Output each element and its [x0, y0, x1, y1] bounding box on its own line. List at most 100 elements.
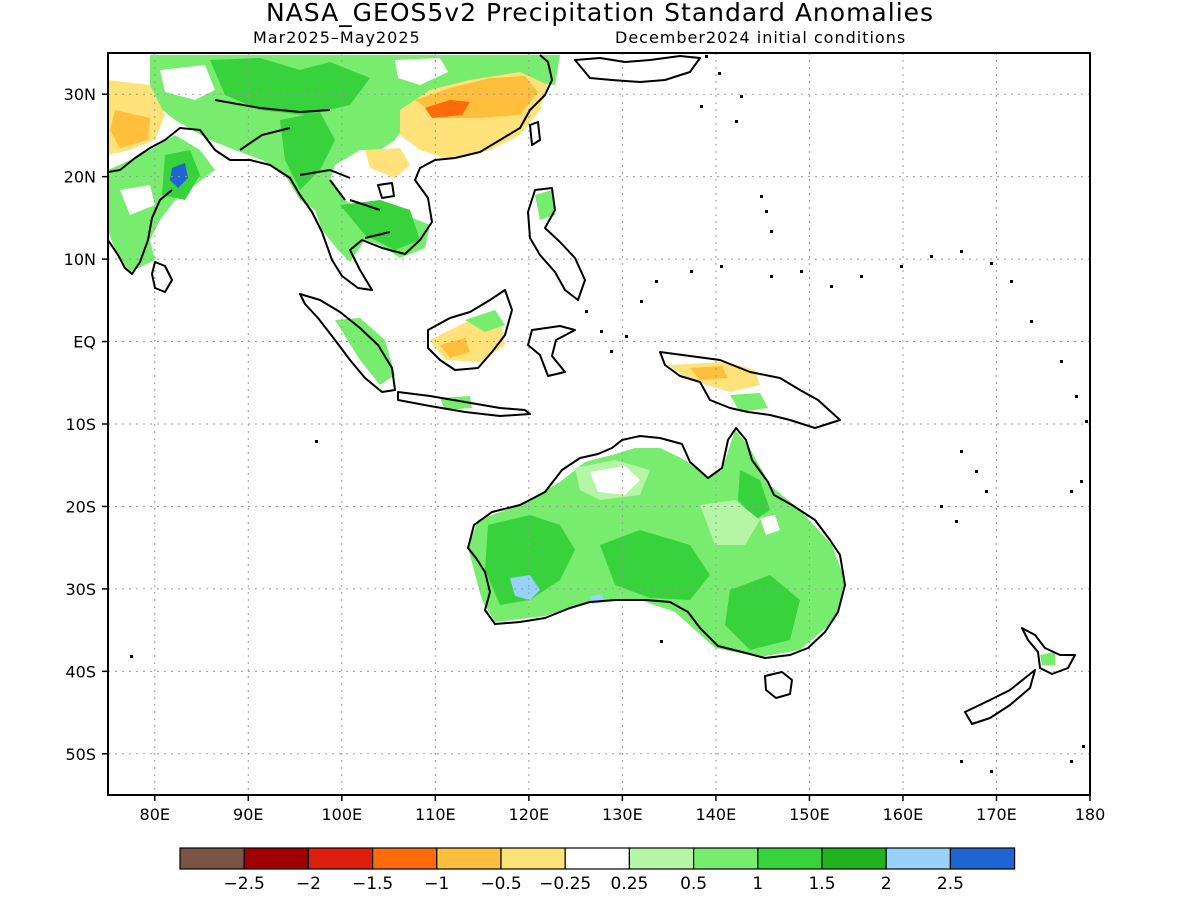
island [990, 770, 993, 773]
lat-tick-label: EQ [73, 333, 96, 352]
colorbar-label: 2.5 [937, 874, 964, 894]
colorbar-label: −0.25 [539, 874, 591, 894]
island [625, 335, 628, 338]
lat-tick-label: 30S [65, 580, 96, 599]
colorbar-swatch [949, 847, 1016, 870]
philippines-coast [527, 187, 586, 301]
lat-tick-label: 40S [65, 662, 96, 681]
colorbar-label: 1.5 [808, 874, 835, 894]
new-zealand-south [964, 669, 1036, 725]
initial-conditions: December2024 initial conditions [615, 28, 907, 47]
country-borders [214, 99, 391, 239]
lon-tick-label: 170E [976, 805, 1017, 824]
island [130, 655, 133, 658]
island [600, 330, 603, 333]
island [720, 265, 723, 268]
taiwan-coast [529, 121, 541, 146]
colorbar-swatch [692, 847, 759, 870]
lon-tick-label: 130E [602, 805, 643, 824]
colorbar-swatch [757, 847, 823, 870]
india-coast [108, 189, 173, 275]
mainland-asia-coast [108, 54, 553, 291]
island [1085, 420, 1088, 423]
lon-tick-label: 110E [415, 805, 456, 824]
colorbar-label: 0.5 [680, 874, 707, 894]
pacific-islands [130, 55, 1088, 773]
island [1070, 760, 1073, 763]
island [640, 300, 643, 303]
island [960, 760, 963, 763]
island [740, 95, 743, 98]
sulawesi-coast [527, 325, 576, 377]
island [1080, 480, 1083, 483]
island [955, 520, 958, 523]
hainan-coast [377, 182, 395, 199]
island [705, 55, 708, 58]
colorbar: −2.5 −2 −1.5 −1 −0.5 −0.25 0.25 0.5 1 1.5 2 2.5 [179, 847, 1016, 894]
colorbar-swatch [179, 847, 245, 870]
map-title: NASA_GEOS5v2 Precipitation Standard Anom… [265, 0, 935, 27]
australia-coast [467, 427, 846, 659]
lon-tick-label: 140E [696, 805, 737, 824]
colorbar-label: −0.5 [480, 874, 521, 894]
island [735, 120, 738, 123]
colorbar-label: −1.5 [352, 874, 393, 894]
island [770, 275, 773, 278]
lon-tick-label: 160E [883, 805, 924, 824]
coastlines [108, 54, 1076, 725]
island [960, 250, 963, 253]
colorbar-label: 2 [881, 874, 892, 894]
island [1075, 395, 1078, 398]
lon-tick-label: 120E [509, 805, 550, 824]
lat-tick-label: 20S [65, 497, 96, 516]
island [718, 72, 721, 75]
new-guinea-coast [659, 351, 841, 429]
island [830, 285, 833, 288]
sumatra-coast [299, 293, 396, 393]
lat-tick-label: 50S [65, 745, 96, 764]
island [660, 640, 663, 643]
colorbar-swatch [243, 847, 309, 870]
new-zealand-north [1021, 627, 1076, 675]
island [990, 262, 993, 265]
colorbar-label: 1 [752, 874, 763, 894]
island [1070, 490, 1073, 493]
island [770, 230, 773, 233]
colorbar-swatch [307, 847, 374, 870]
island [930, 255, 933, 258]
colorbar-label: −1 [424, 874, 449, 894]
island [960, 450, 963, 453]
colorbar-swatch [372, 847, 438, 870]
island [800, 270, 803, 273]
island [1082, 745, 1085, 748]
island [765, 210, 768, 213]
island [1030, 320, 1033, 323]
colorbar-swatch [500, 847, 566, 870]
colorbar-swatch [821, 847, 887, 870]
lat-tick-label: 10N [64, 250, 96, 269]
anomaly-shading [108, 55, 1055, 665]
colorbar-label: −2.5 [224, 874, 265, 894]
lon-tick-label: 90E [233, 805, 263, 824]
island [900, 265, 903, 268]
colorbar-swatch [885, 847, 952, 870]
axis-tick-labels: 80E 90E 100E 110E 120E 130E 140E 150E 160E 170E 18… [64, 85, 1106, 824]
java-coast [397, 391, 531, 417]
lat-tick-label: 30N [64, 85, 96, 104]
island [985, 490, 988, 493]
lon-tick-label: 180 [1075, 805, 1106, 824]
lat-tick-label: 20N [64, 168, 96, 187]
island [690, 270, 693, 273]
colorbar-swatch [628, 847, 695, 870]
island [760, 195, 763, 198]
island [610, 350, 613, 353]
island [700, 105, 703, 108]
island [940, 505, 943, 508]
maritime-anomaly [335, 190, 1055, 665]
asia-anomaly [150, 55, 560, 262]
sri-lanka-coast [151, 261, 173, 293]
japan-coast [574, 55, 701, 83]
island [860, 275, 863, 278]
colorbar-swatch [564, 847, 631, 870]
colorbar-label: −2 [296, 874, 321, 894]
